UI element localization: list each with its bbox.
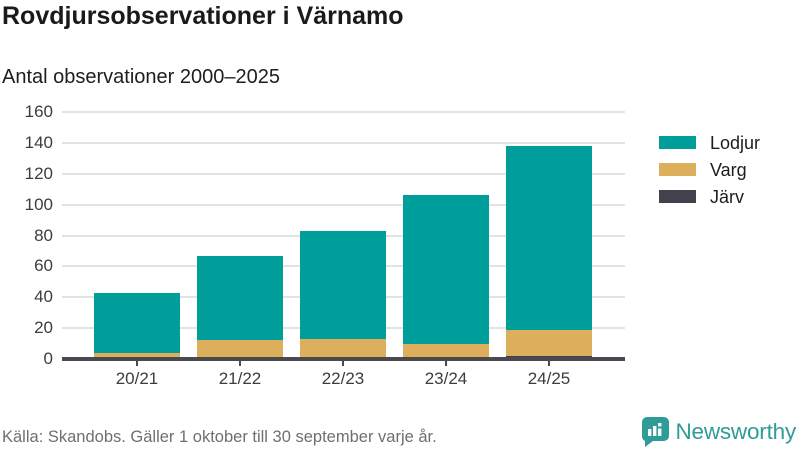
- y-tick-label: 0: [43, 349, 53, 368]
- legend-swatch-lodjur: [659, 136, 696, 149]
- bar-segment-lodjur-20-21: [94, 292, 180, 353]
- legend-label: Järv: [710, 186, 745, 207]
- source-note: Källa: Skandobs. Gäller 1 oktober till 3…: [2, 428, 437, 446]
- y-tick-label: 160: [24, 102, 53, 121]
- chart-legend: Lodjur Varg Järv: [659, 129, 760, 210]
- legend-swatch-varg: [659, 163, 696, 176]
- plot-area: [62, 111, 625, 359]
- y-tick-label: 100: [24, 194, 53, 214]
- legend-label: Lodjur: [710, 132, 761, 153]
- y-axis-labels: 0 20 40 60 80 100 120 140 160: [0, 103, 53, 368]
- x-tick: [342, 361, 344, 366]
- gridline-y160: [62, 111, 625, 113]
- bar-segment-lodjur-21-22: [197, 255, 283, 341]
- gridline-y100: [62, 203, 625, 206]
- legend-swatch-järv: [659, 190, 696, 203]
- gridline-y140: [62, 141, 625, 144]
- legend-item-varg: Varg: [659, 156, 760, 183]
- bar-segment-varg-24-25: [506, 329, 592, 356]
- legend-item-lodjur: Lodjur: [659, 129, 760, 156]
- y-tick-label: 140: [24, 132, 53, 152]
- legend-item-järv: Järv: [659, 183, 760, 210]
- y-tick-label: 120: [24, 163, 53, 183]
- x-axis-line: [62, 357, 625, 361]
- bar-segment-varg-20-21: [94, 352, 180, 358]
- bar-segment-lodjur-23-24: [403, 195, 489, 344]
- y-tick-label: 80: [34, 225, 53, 245]
- brand-wordmark: Newsworthy: [675, 419, 796, 444]
- newsworthy-logo: Newsworthy: [642, 417, 796, 447]
- x-tick: [548, 361, 550, 366]
- x-tick-label: 22/23: [321, 369, 365, 388]
- y-tick-label: 20: [34, 318, 53, 338]
- x-tick-label: 20/21: [115, 369, 159, 388]
- bar-segment-lodjur-24-25: [506, 145, 592, 330]
- x-tick: [239, 361, 241, 366]
- newsworthy-bubble-chart-icon: [642, 417, 670, 447]
- x-tick: [136, 361, 138, 366]
- x-tick: [445, 361, 447, 366]
- legend-label: Varg: [710, 159, 747, 180]
- bar-segment-varg-23-24: [403, 343, 489, 359]
- y-tick-label: 40: [34, 287, 53, 307]
- chart-subtitle: Antal observationer 2000–2025: [2, 66, 280, 88]
- bar-segment-varg-22-23: [300, 338, 386, 359]
- y-tick-label: 60: [34, 256, 53, 276]
- gridline-y120: [62, 172, 625, 175]
- x-tick-label: 23/24: [424, 369, 468, 388]
- bar-segment-varg-21-22: [197, 340, 283, 359]
- x-tick-label: 21/22: [218, 369, 262, 388]
- page-title: Rovdjursobservationer i Värnamo: [2, 2, 404, 30]
- bar-segment-lodjur-22-23: [300, 230, 386, 339]
- x-tick-label: 24/25: [527, 369, 571, 388]
